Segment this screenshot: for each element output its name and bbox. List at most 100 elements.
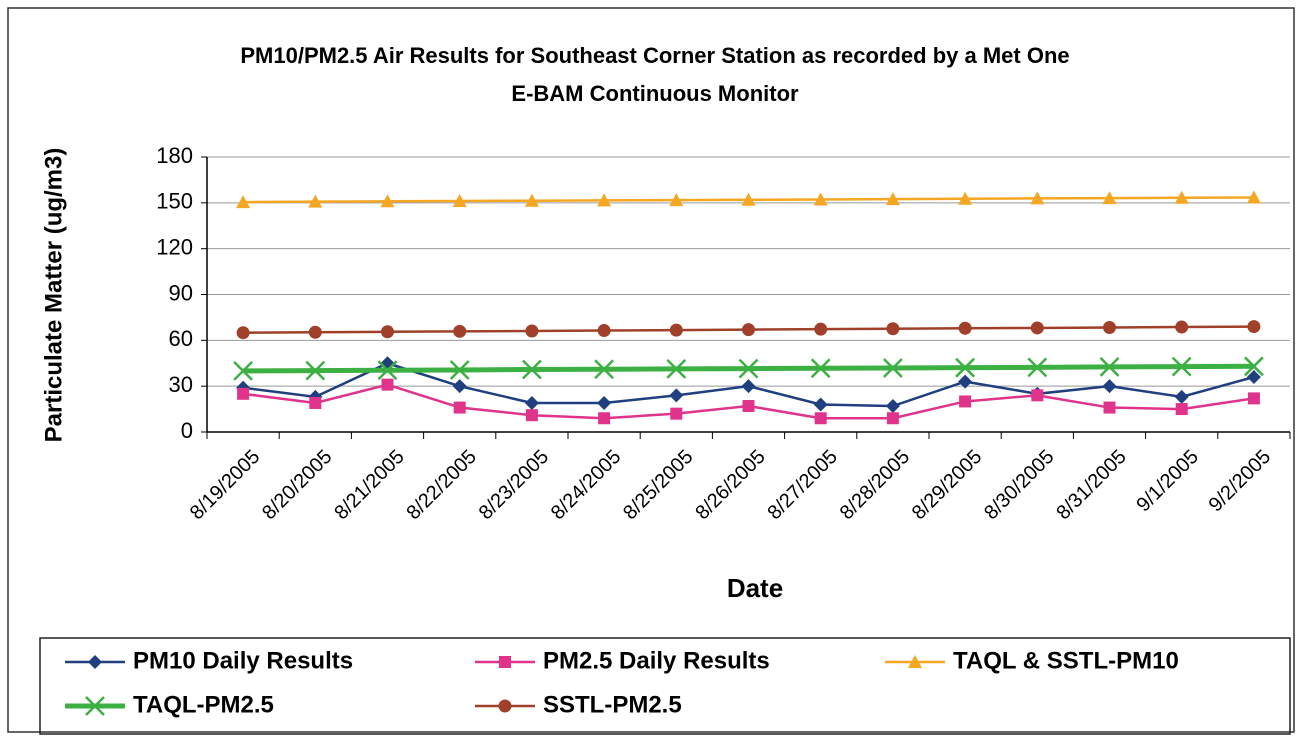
legend-marker (88, 655, 102, 669)
marker (886, 322, 900, 336)
legend-label: TAQL & SSTL-PM10 (953, 647, 1179, 674)
marker (380, 194, 395, 208)
y-tick-label: 90 (169, 280, 193, 305)
legend-label: PM10 Daily Results (133, 647, 353, 674)
marker (237, 387, 250, 400)
marker (236, 326, 250, 340)
marker (814, 412, 827, 425)
x-tick-label: 8/22/2005 (402, 446, 480, 524)
marker (522, 359, 542, 380)
marker (666, 359, 687, 379)
legend-marker (499, 656, 511, 668)
marker (525, 324, 539, 338)
marker (236, 195, 251, 209)
marker (885, 192, 900, 206)
marker (813, 192, 828, 206)
legend-label: TAQL-PM2.5 (133, 691, 274, 718)
marker (958, 321, 972, 335)
marker (810, 358, 831, 379)
x-tick-label: 8/25/2005 (619, 446, 697, 524)
x-tick-label: 8/23/2005 (475, 446, 553, 524)
marker (453, 401, 466, 414)
marker (883, 358, 903, 378)
marker (742, 400, 755, 413)
marker (886, 412, 899, 425)
marker (1244, 356, 1264, 377)
legend-marker (85, 696, 105, 716)
marker (1027, 357, 1048, 378)
marker (741, 192, 756, 206)
marker (1174, 190, 1189, 204)
marker (885, 399, 900, 414)
chart-subtitle: E-BAM Continuous Monitor (511, 81, 799, 106)
marker (958, 374, 973, 389)
legend-marker (908, 655, 922, 668)
y-tick-label: 180 (156, 143, 193, 168)
marker (669, 193, 684, 207)
marker (959, 395, 972, 408)
marker (1175, 403, 1188, 416)
marker (1099, 357, 1120, 377)
marker (453, 324, 467, 338)
chart-title: PM10/PM2.5 Air Results for Southeast Cor… (240, 43, 1069, 68)
marker (669, 388, 684, 403)
marker (742, 323, 755, 337)
marker (1103, 401, 1116, 414)
y-tick-label: 150 (156, 189, 193, 214)
marker (524, 193, 539, 207)
x-tick-label: 8/31/2005 (1052, 446, 1130, 524)
y-tick-label: 60 (169, 326, 193, 351)
marker (597, 193, 612, 207)
marker (1246, 370, 1261, 384)
marker (1102, 379, 1117, 394)
x-tick-label: 9/1/2005 (1132, 446, 1203, 517)
marker (813, 397, 828, 412)
x-axis-title: Date (727, 573, 783, 603)
x-tick-label: 9/2/2005 (1205, 446, 1276, 517)
marker (308, 325, 322, 339)
marker (381, 325, 394, 339)
legend-label: PM2.5 Daily Results (543, 647, 770, 674)
marker (452, 194, 467, 207)
marker (1103, 321, 1116, 334)
marker (377, 360, 398, 381)
marker (1171, 356, 1192, 377)
marker (669, 323, 683, 337)
marker (738, 358, 759, 379)
x-tick-label: 8/24/2005 (547, 446, 625, 524)
y-tick-label: 0 (181, 418, 193, 443)
marker (449, 360, 470, 380)
x-tick-label: 8/28/2005 (836, 446, 914, 524)
marker (524, 395, 539, 410)
marker (670, 407, 683, 420)
x-tick-label: 8/21/2005 (330, 446, 408, 524)
x-tick-label: 8/29/2005 (908, 446, 986, 524)
marker (598, 412, 611, 425)
legend-marker (498, 699, 512, 713)
marker (958, 191, 973, 205)
marker (594, 359, 614, 380)
legend-label: SSTL-PM2.5 (543, 691, 682, 718)
marker (1031, 389, 1044, 402)
legend-box (39, 637, 1291, 735)
marker (452, 379, 467, 394)
y-tick-label: 30 (169, 372, 193, 397)
marker (1102, 191, 1117, 205)
x-tick-label: 8/20/2005 (258, 446, 336, 524)
chart-border (7, 7, 1295, 733)
x-tick-label: 8/26/2005 (691, 446, 769, 524)
marker (1174, 389, 1189, 404)
marker (1030, 191, 1045, 205)
marker (308, 194, 323, 208)
x-tick-label: 8/19/2005 (186, 446, 264, 524)
marker (309, 396, 322, 409)
marker (597, 324, 611, 338)
x-tick-label: 8/30/2005 (980, 446, 1058, 524)
marker (955, 357, 975, 378)
marker (814, 322, 828, 336)
marker (1247, 320, 1261, 334)
y-tick-label: 120 (156, 234, 193, 259)
y-axis-title: Particulate Matter (ug/m3) (40, 148, 67, 443)
marker (525, 409, 538, 422)
